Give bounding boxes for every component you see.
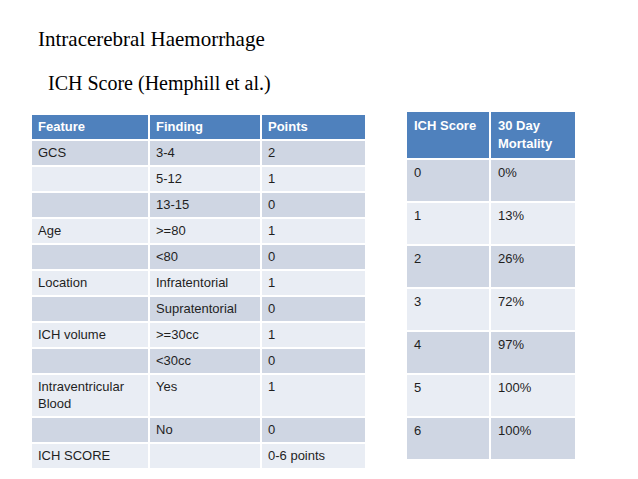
- table-row: 00%: [406, 159, 576, 202]
- table-cell: 3: [406, 288, 490, 331]
- table-cell: [149, 443, 261, 469]
- column-header-30-day-mortality: 30 Day Mortality: [490, 111, 576, 159]
- column-header-finding: Finding: [149, 114, 261, 140]
- mortality-table: ICH Score 30 Day Mortality 00%113%226%37…: [405, 110, 577, 461]
- table-row: ICH SCORE 0-6 points: [31, 443, 366, 469]
- slide-title: Intracerebral Haemorrhage: [38, 27, 265, 52]
- table-row: Intraventricular BloodYes1: [31, 374, 366, 417]
- table-cell: [31, 296, 149, 322]
- table-cell: Infratentorial: [149, 270, 261, 296]
- table-cell: Age: [31, 218, 149, 244]
- table-cell: 0: [406, 159, 490, 202]
- table-cell: 2: [406, 245, 490, 288]
- table-row: <800: [31, 244, 366, 270]
- table-row: ICH volume>=30cc1: [31, 322, 366, 348]
- table-row: Supratentorial0: [31, 296, 366, 322]
- table-cell: >=30cc: [149, 322, 261, 348]
- table-row: GCS3-42: [31, 140, 366, 166]
- table-cell: 1: [261, 374, 366, 417]
- table-cell: 13-15: [149, 192, 261, 218]
- table-cell: No: [149, 417, 261, 443]
- ich-score-table-body: GCS3-425-12113-150Age>=801<800LocationIn…: [31, 140, 366, 469]
- table-cell: Yes: [149, 374, 261, 417]
- ich-score-table-header: Feature Finding Points: [31, 114, 366, 140]
- table-cell: [31, 244, 149, 270]
- table-cell: [31, 166, 149, 192]
- table-cell: 0%: [490, 159, 576, 202]
- table-cell: [31, 192, 149, 218]
- column-header-points: Points: [261, 114, 366, 140]
- table-row: No0: [31, 417, 366, 443]
- table-cell: 1: [261, 218, 366, 244]
- ich-score-table: Feature Finding Points GCS3-425-12113-15…: [30, 113, 367, 470]
- table-cell: 5: [406, 374, 490, 417]
- header-row: Feature Finding Points: [31, 114, 366, 140]
- table-cell: ICH SCORE: [31, 443, 149, 469]
- table-cell: 2: [261, 140, 366, 166]
- table-cell: 72%: [490, 288, 576, 331]
- table-cell: 0: [261, 244, 366, 270]
- table-row: LocationInfratentorial1: [31, 270, 366, 296]
- table-cell: 0: [261, 417, 366, 443]
- table-row: 6100%: [406, 417, 576, 460]
- table-cell: Location: [31, 270, 149, 296]
- table-cell: 0: [261, 348, 366, 374]
- column-header-feature: Feature: [31, 114, 149, 140]
- table-row: 13-150: [31, 192, 366, 218]
- table-row: 5100%: [406, 374, 576, 417]
- table-row: 372%: [406, 288, 576, 331]
- table-cell: <30cc: [149, 348, 261, 374]
- table-row: 5-121: [31, 166, 366, 192]
- table-cell: [31, 348, 149, 374]
- table-cell: [31, 417, 149, 443]
- slide: Intracerebral Haemorrhage ICH Score (Hem…: [0, 0, 638, 479]
- table-cell: 100%: [490, 417, 576, 460]
- table-cell: 4: [406, 331, 490, 374]
- table-cell: 0: [261, 296, 366, 322]
- table-cell: GCS: [31, 140, 149, 166]
- table-cell: 5-12: [149, 166, 261, 192]
- table-row: 113%: [406, 202, 576, 245]
- slide-subtitle: ICH Score (Hemphill et al.): [48, 72, 271, 95]
- table-cell: 0-6 points: [261, 443, 366, 469]
- column-header-ich-score: ICH Score: [406, 111, 490, 159]
- table-cell: 100%: [490, 374, 576, 417]
- table-cell: 26%: [490, 245, 576, 288]
- table-cell: ICH volume: [31, 322, 149, 348]
- table-row: 497%: [406, 331, 576, 374]
- table-cell: 1: [406, 202, 490, 245]
- table-cell: Intraventricular Blood: [31, 374, 149, 417]
- header-row: ICH Score 30 Day Mortality: [406, 111, 576, 159]
- table-cell: 6: [406, 417, 490, 460]
- table-cell: 1: [261, 270, 366, 296]
- table-cell: <80: [149, 244, 261, 270]
- table-cell: 0: [261, 192, 366, 218]
- table-cell: 1: [261, 166, 366, 192]
- mortality-table-body: 00%113%226%372%497%5100%6100%: [406, 159, 576, 460]
- table-cell: 3-4: [149, 140, 261, 166]
- table-row: <30cc0: [31, 348, 366, 374]
- table-cell: 13%: [490, 202, 576, 245]
- table-cell: Supratentorial: [149, 296, 261, 322]
- table-row: Age>=801: [31, 218, 366, 244]
- table-cell: 97%: [490, 331, 576, 374]
- table-row: 226%: [406, 245, 576, 288]
- table-cell: >=80: [149, 218, 261, 244]
- table-cell: 1: [261, 322, 366, 348]
- mortality-table-header: ICH Score 30 Day Mortality: [406, 111, 576, 159]
